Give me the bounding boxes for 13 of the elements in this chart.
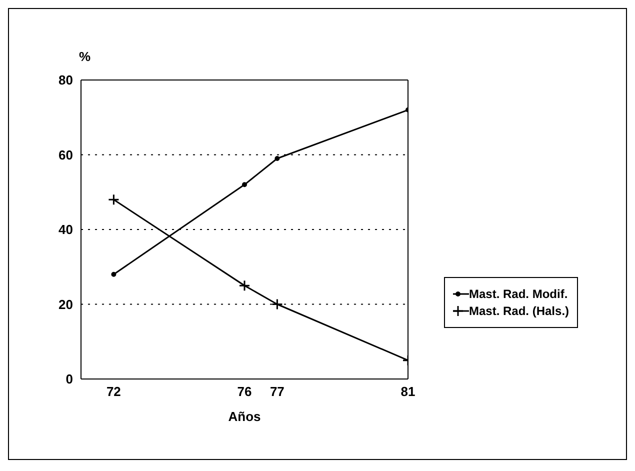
y-tick-label: 0 (66, 372, 73, 387)
y-tick-label: 80 (58, 72, 73, 88)
x-tick-label: 77 (270, 384, 284, 400)
y-tick-label: 60 (58, 147, 73, 162)
y-tick-label: 40 (58, 222, 73, 238)
y-axis-title: % (79, 49, 91, 64)
y-tick-label: 20 (58, 296, 73, 312)
legend-label: Mast. Rad. (Hals.) (469, 304, 570, 318)
x-tick-label: 76 (237, 384, 252, 400)
x-axis-title: Años (228, 409, 261, 424)
legend-label: Mast. Rad. Modif. (469, 287, 568, 301)
x-tick-label: 72 (106, 384, 121, 400)
x-tick-label: 81 (400, 384, 416, 400)
